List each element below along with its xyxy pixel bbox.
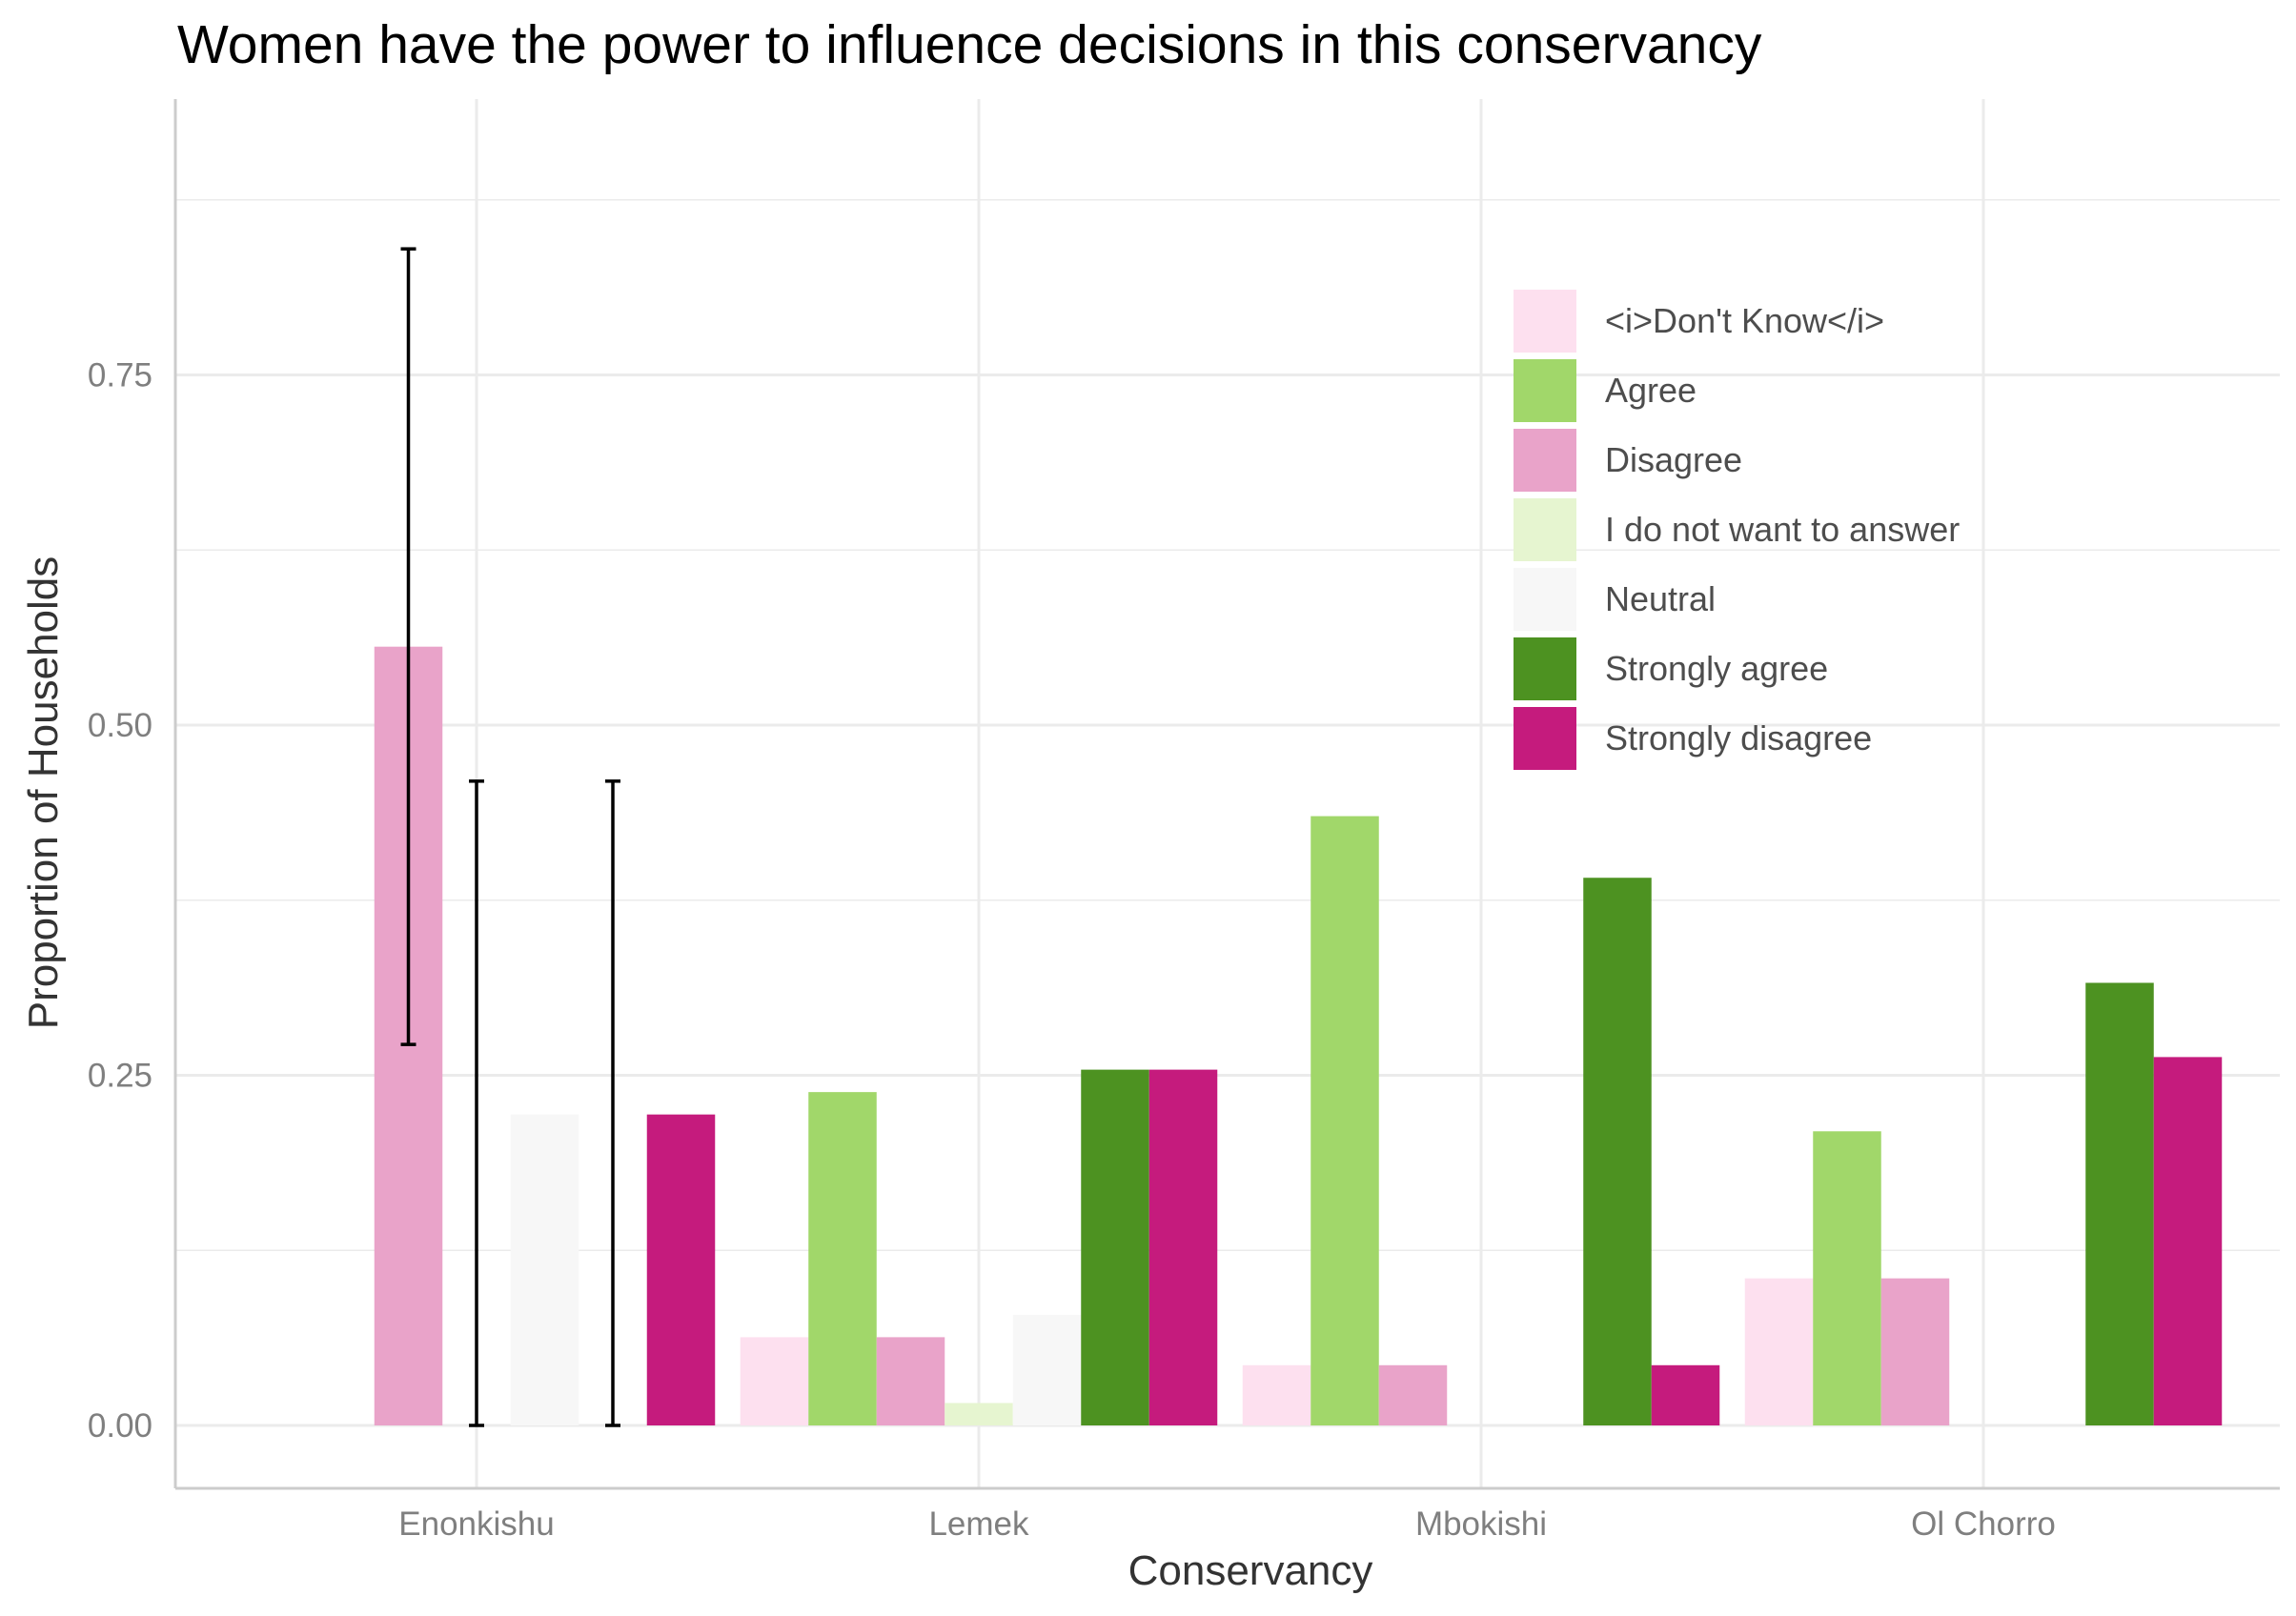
x-tick-label: Mbokishi	[1415, 1505, 1547, 1543]
legend-item: Disagree	[1514, 425, 1960, 495]
legend-label: Disagree	[1605, 439, 1743, 479]
bar-agree	[1311, 816, 1379, 1425]
x-tick-label: Ol Chorro	[1911, 1505, 2056, 1543]
legend: <i>Don't Know</i> Agree Disagree I do no…	[1514, 286, 1960, 773]
bar-strongly-disagree	[2153, 1057, 2223, 1425]
y-tick-label: 0.00	[88, 1407, 152, 1444]
legend-label: Strongly disagree	[1605, 717, 1873, 758]
bar-strongly-disagree	[1148, 1069, 1218, 1425]
bar-disagree	[1378, 1364, 1448, 1425]
tick-labels: 0.00 0.25 0.50 0.75 Enonkishu Lemek Mbokishi Ol…	[88, 357, 2056, 1544]
bar-don-t-know	[740, 1337, 809, 1425]
legend-swatch	[1514, 567, 1576, 631]
legend-swatch	[1514, 289, 1576, 353]
legend-swatch	[1514, 358, 1576, 422]
bar-neutral	[510, 1114, 579, 1425]
bar-strongly-disagree	[1651, 1364, 1720, 1425]
legend-item: Strongly disagree	[1514, 703, 1960, 773]
bar-disagree	[876, 1337, 945, 1425]
legend-label: <i>Don't Know</i>	[1605, 300, 1885, 340]
legend-item: Neutral	[1514, 564, 1960, 634]
legend-label: Neutral	[1605, 578, 1717, 618]
legend-label: Agree	[1605, 370, 1697, 410]
x-tick-label: Enonkishu	[398, 1505, 554, 1543]
y-tick-label: 0.75	[88, 357, 152, 394]
legend-swatch	[1514, 497, 1576, 561]
legend-label: I do not want to answer	[1605, 509, 1961, 549]
bar-agree	[808, 1092, 877, 1425]
y-axis-label: Proportion of Households	[20, 556, 67, 1030]
x-axis-label: Conservancy	[1128, 1547, 1373, 1594]
legend-swatch	[1514, 706, 1576, 770]
bar-strongly-disagree	[646, 1114, 716, 1425]
bar-strongly-agree	[2085, 982, 2154, 1425]
bar-don-t-know	[1242, 1364, 1311, 1425]
legend-item: Agree	[1514, 355, 1960, 425]
bar-strongly-agree	[1081, 1069, 1149, 1425]
y-tick-label: 0.50	[88, 707, 152, 744]
bar-disagree	[1880, 1278, 1950, 1425]
grid-lines	[175, 99, 2280, 1488]
legend-swatch	[1514, 636, 1576, 700]
bar-don-t-know	[1744, 1278, 1814, 1425]
error-bars	[400, 247, 620, 1427]
bar-agree	[1813, 1131, 1881, 1425]
legend-label: Strongly agree	[1605, 648, 1829, 688]
bars	[374, 646, 2223, 1425]
bar-i-do-not-want-to-answer	[945, 1403, 1013, 1425]
y-tick-label: 0.25	[88, 1058, 152, 1095]
legend-swatch	[1514, 428, 1576, 492]
chart-title: Women have the power to influence decisi…	[177, 14, 1762, 75]
legend-item: I do not want to answer	[1514, 495, 1960, 564]
bar-strongly-agree	[1583, 878, 1652, 1425]
legend-item: Strongly agree	[1514, 634, 1960, 703]
legend-item: <i>Don't Know</i>	[1514, 286, 1960, 355]
x-tick-label: Lemek	[928, 1505, 1029, 1543]
bar-neutral	[1012, 1314, 1082, 1425]
axes	[173, 99, 2280, 1490]
